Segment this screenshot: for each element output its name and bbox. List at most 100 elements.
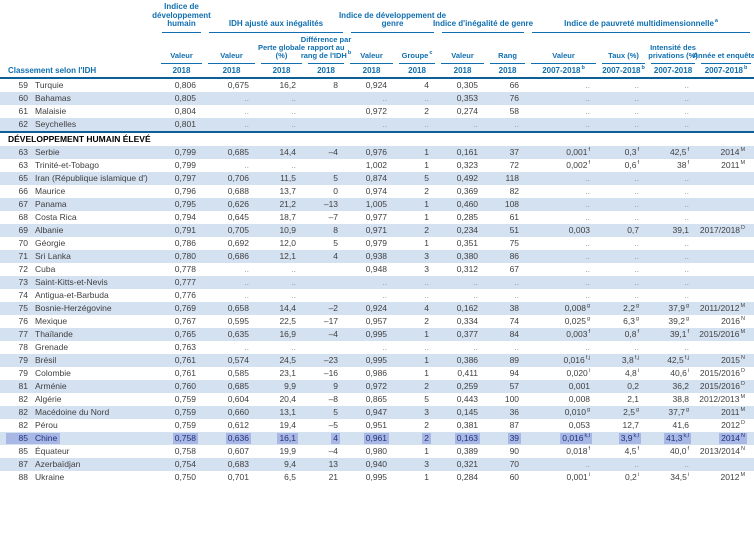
cell-value: 66 [509,79,520,90]
value-cell-difference-rang: –16 [305,367,347,380]
value-cell-idg-valeur: 0,995 [347,328,396,341]
cell-value: 16,9 [279,328,296,339]
cell-value: 0,685 [227,380,249,391]
value-cell-ipm-intensite: 40,0f [648,445,698,458]
cell-value: 11,5 [280,172,296,183]
cell-value: 0,6f [624,159,640,170]
value-cell-idg-groupe: 1 [396,328,438,341]
cell-value: 2012M [720,471,746,482]
cell-value: 18,7 [279,211,296,222]
column-group-idh: Indice de développement humain [152,0,211,33]
value-cell-difference-rang: 0 [305,185,347,198]
cell-value: 0,443 [456,393,479,404]
value-cell-ipm-annee: 2011/2012M [698,302,754,315]
value-cell-difference-rang: 5 [305,172,347,185]
value-cell-ipm-annee: 2012M [698,471,754,484]
value-cell-iig-valeur: 0,492 [438,172,487,185]
value-cell-idhi-valeur: .. [205,105,258,118]
footnote-sup: g [635,406,640,413]
cell-value: 0,001f [566,146,591,157]
country-name: Sri Lanka [35,250,71,261]
value-cell-ipm-intensite: .. [648,118,698,132]
column-underline [602,62,646,64]
value-cell-ipm-taux: 12,7 [599,419,648,432]
value-cell-iig-rang: 57 [487,380,528,393]
value-cell-ipm-taux: 0,6f [599,159,648,172]
value-cell-iig-rang: 66 [487,78,528,92]
column-header-iig-valeur: Valeur [438,33,487,64]
value-cell-idh-valeur: 0,763 [158,341,205,354]
footnote-sup: D [741,224,746,231]
country-cell: 87 Azerbaïdjan [0,458,158,471]
value-cell-iig-rang: 72 [487,159,528,172]
value-cell-idg-valeur: .. [347,289,396,302]
value-cell-ipm-annee: 2012/2013M [698,393,754,406]
value-cell-difference-rang: –2 [305,302,347,315]
value-cell-ipm-taux: 6,3g [599,315,648,328]
cell-value: 0 [333,185,339,196]
value-cell-ipm-annee [698,341,754,354]
value-cell-ipm-intensite: .. [648,458,698,471]
value-cell-perte-globale: 16,9 [258,328,305,341]
column-year-iig-rang: 2018 [487,63,529,79]
hdi-rank: 66 [18,185,28,196]
column-underline [261,62,302,64]
hdi-rank: 79 [18,354,28,365]
value-cell-difference-rang: 4 [305,250,347,263]
country-name: Chine [35,432,58,443]
missing-value-dots: .. [585,289,591,300]
value-cell-difference-rang: 21 [305,471,347,484]
value-cell-ipm-annee [698,211,754,224]
value-cell-ipm-taux: .. [599,172,648,185]
missing-value-dots: .. [684,289,690,300]
value-cell-perte-globale: 16,1 [258,432,305,445]
value-cell-ipm-annee: 2013/2014N [698,445,754,458]
group-underline [442,31,525,33]
missing-value-dots: .. [634,105,640,116]
value-cell-ipm-intensite: .. [648,185,698,198]
value-cell-ipm-valeur: 0,001 [528,380,599,393]
value-cell-idh-valeur: 0,769 [158,302,205,315]
value-cell-idhi-valeur: 0,688 [205,185,258,198]
value-cell-difference-rang: 5 [305,406,347,419]
cell-value: 5 [333,406,339,417]
cell-value: 0,995 [365,471,388,482]
country-cell: 82 Macédoine du Nord [0,406,158,419]
value-cell-difference-rang [305,276,347,289]
missing-value-dots: .. [244,159,249,170]
value-cell-idh-valeur: 0,777 [158,276,205,289]
country-label-box: 70 Géorgie [6,238,66,249]
cell-value: 22,5 [279,315,296,326]
cell-value: 14,4 [279,302,296,313]
value-cell-iig-rang: .. [487,118,528,132]
country-cell: 73 Saint-Kitts-et-Nevis [0,276,158,289]
value-cell-ipm-taux: .. [599,276,648,289]
cell-value: 39,1f [669,328,690,339]
value-cell-difference-rang: –23 [305,354,347,367]
value-cell-idhi-valeur: 0,645 [205,211,258,224]
value-cell-idg-groupe: 2 [396,432,438,445]
cell-value: 13,7 [279,185,296,196]
cell-value: 40,6i [670,367,690,378]
cell-value: 2011/2012M [699,302,746,313]
value-cell-iig-rang: 36 [487,406,528,419]
cell-value: 0,799 [174,146,196,157]
cell-value: 21,2 [279,198,296,209]
cell-value: 2014N [719,432,748,444]
column-year-idg-valeur: 2018 [347,63,397,79]
value-cell-idg-valeur: .. [347,92,396,105]
hdi-rank: 61 [18,105,28,116]
cell-value: 4 [333,250,339,261]
value-cell-ipm-valeur: 0,003f [528,328,599,341]
value-cell-perte-globale: .. [258,289,305,302]
country-label-box: 78 Grenade [6,342,69,353]
country-row: 62 Seychelles 0,801.................. [0,117,754,132]
cell-value: 86 [509,250,520,261]
footnote-sup: f [637,328,640,335]
cell-value: 89 [509,354,520,365]
country-label-box: 74 Antigua-et-Barbuda [6,290,109,301]
value-cell-iig-rang: .. [487,276,528,289]
column-label: Intensité des privations (%) [648,42,698,60]
cell-value: 16,1 [277,432,298,444]
column-year-ipm-valeur: 2007-2018b [528,63,600,79]
